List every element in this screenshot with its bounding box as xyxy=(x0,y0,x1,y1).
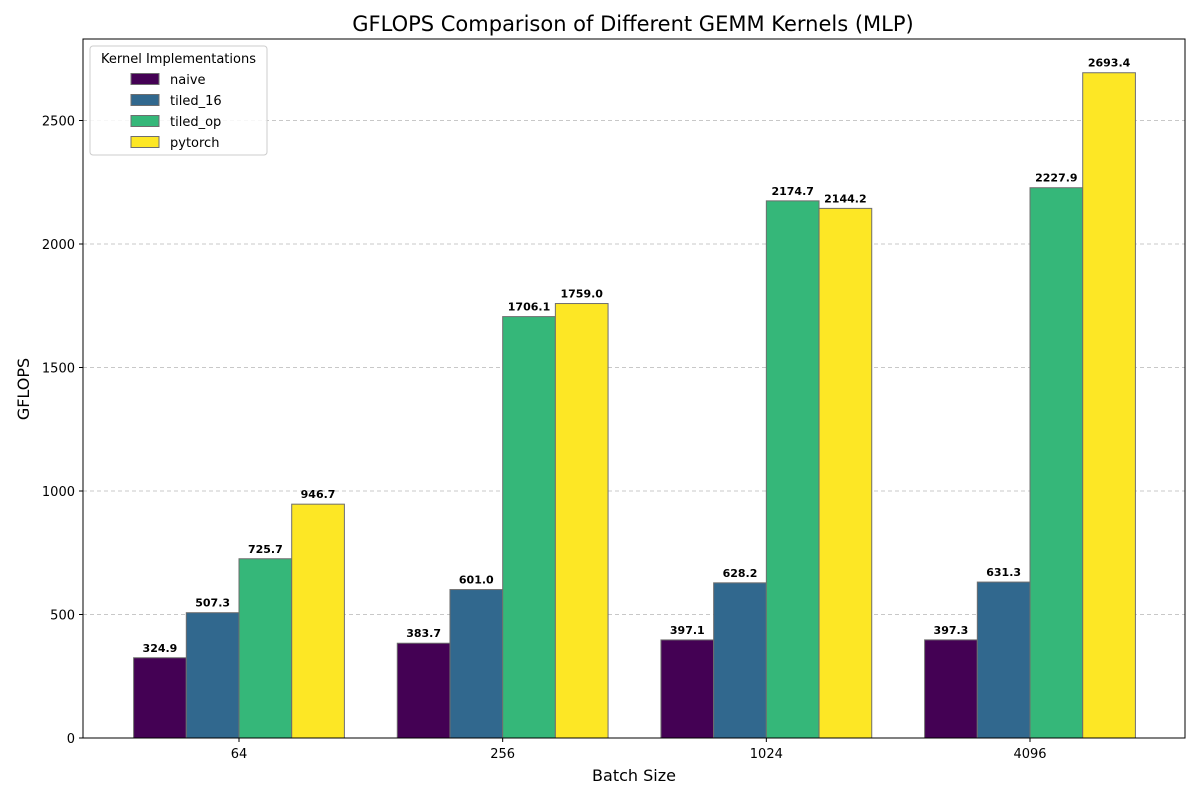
legend-label-naive: naive xyxy=(170,73,206,88)
legend-label-pytorch: pytorch xyxy=(170,136,219,151)
legend-swatch-pytorch xyxy=(130,136,160,148)
bar-naive-4096 xyxy=(924,639,978,739)
bar-value-label: 1706.1 xyxy=(508,301,550,314)
y-axis-title: GFLOPS xyxy=(14,358,33,420)
bar-tiled_16-256 xyxy=(449,589,504,739)
bar-value-labels: 324.9 507.3 725.7 946.7 383.7 601.0 1706.1 1759… xyxy=(143,57,1131,655)
y-tick-label: 1500 xyxy=(42,362,75,377)
grid-lines xyxy=(83,120,1185,616)
x-tick-label: 256 xyxy=(490,747,515,762)
bar-value-label: 631.3 xyxy=(986,566,1021,579)
bar-value-label: 2693.4 xyxy=(1088,57,1131,70)
x-axis-title: Batch Size xyxy=(592,766,676,785)
bar-value-label: 2227.9 xyxy=(1035,172,1077,185)
bar-tiled_16-64 xyxy=(185,612,240,739)
bar-value-label: 507.3 xyxy=(195,597,230,610)
bar-pytorch-64 xyxy=(291,503,345,739)
legend-title: Kernel Implementations xyxy=(101,52,256,67)
y-tick-label: 500 xyxy=(50,609,75,624)
bar-naive-64 xyxy=(133,657,187,739)
x-tick-label: 1024 xyxy=(750,747,783,762)
x-tick-label: 64 xyxy=(231,747,248,762)
y-tick-label: 2000 xyxy=(42,238,75,253)
bar-naive-256 xyxy=(396,642,451,739)
bar-value-label: 601.0 xyxy=(459,574,494,587)
bar-value-label: 324.9 xyxy=(143,642,178,655)
x-axis: 64 256 1024 4096 xyxy=(231,738,1047,762)
bar-tiled_op-1024 xyxy=(765,200,820,739)
y-tick-label: 2500 xyxy=(42,115,75,130)
y-tick-label: 0 xyxy=(67,732,75,747)
bar-value-label: 383.7 xyxy=(406,627,441,640)
x-tick-label: 4096 xyxy=(1013,747,1046,762)
plot-area-frame xyxy=(82,38,1186,739)
bar-value-label: 2144.2 xyxy=(824,192,866,205)
bar-value-label: 628.2 xyxy=(723,567,758,580)
legend-label-tiled_16: tiled_16 xyxy=(170,94,222,109)
bar-value-label: 2174.7 xyxy=(771,185,813,198)
legend-label-tiled_op: tiled_op xyxy=(170,115,221,130)
bar-tiled_op-64 xyxy=(238,558,293,739)
bar-pytorch-4096 xyxy=(1082,72,1136,739)
y-axis: 0 500 1000 1500 2000 2500 xyxy=(42,115,83,747)
legend-swatch-tiled_16 xyxy=(130,94,160,106)
bar-tiled_16-4096 xyxy=(976,581,1031,739)
y-tick-label: 1000 xyxy=(42,485,75,500)
bar-value-label: 725.7 xyxy=(248,543,283,556)
bar-pytorch-1024 xyxy=(818,207,873,739)
bar-pytorch-256 xyxy=(554,303,609,739)
bar-tiled_16-1024 xyxy=(713,582,767,739)
bar-naive-1024 xyxy=(660,639,715,739)
legend-swatch-tiled_op xyxy=(130,115,160,127)
bar-value-label: 397.3 xyxy=(934,624,969,637)
chart-title: GFLOPS Comparison of Different GEMM Kern… xyxy=(352,12,913,36)
legend-swatch-naive xyxy=(130,73,160,85)
bar-tiled_op-4096 xyxy=(1029,187,1084,739)
bar-value-label: 946.7 xyxy=(301,488,336,501)
bars xyxy=(133,72,1136,739)
bar-value-label: 397.1 xyxy=(670,624,705,637)
legend: Kernel Implementations naive tiled_16tile… xyxy=(89,45,268,156)
bar-value-label: 1759.0 xyxy=(560,288,603,301)
bar-tiled_op-256 xyxy=(502,316,556,739)
